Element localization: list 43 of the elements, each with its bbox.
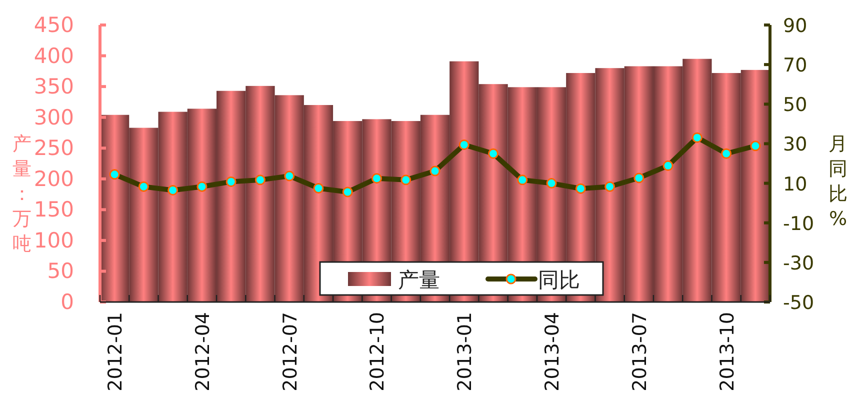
y-tick-label: 300: [34, 105, 74, 130]
x-tick-label: 2012-07: [279, 312, 302, 392]
bar: [274, 95, 304, 302]
y2-tick-label: -10: [783, 212, 814, 235]
y-tick-label: 350: [34, 74, 74, 99]
y-tick-label: 400: [34, 44, 74, 68]
bar: [682, 58, 712, 302]
x-tick-label: 2013-04: [542, 312, 564, 392]
y-tick-label: 200: [34, 166, 74, 191]
y2-tick-label: -50: [783, 292, 814, 314]
x-tick-label: 2012-10: [366, 312, 389, 392]
bar: [187, 108, 217, 302]
y-tick-label: 50: [47, 259, 74, 284]
y2-tick-label: 70: [783, 54, 808, 77]
bar: [246, 86, 275, 302]
bar: [712, 73, 741, 302]
x-tick-label: 2012-04: [192, 312, 214, 392]
x-tick-label: 2013-01: [454, 312, 476, 392]
bar: [216, 90, 246, 302]
x-tick-label: 2012-01: [104, 312, 127, 392]
y-tick-label: 150: [34, 198, 74, 222]
y-tick-label: 0: [60, 290, 74, 314]
bar: [740, 70, 770, 302]
bar: [100, 114, 130, 302]
legend-label: 同比: [538, 268, 580, 292]
x-tick-label: 2013-10: [716, 312, 738, 392]
y-tick-label: 250: [34, 136, 74, 160]
y-axis-title: 产量：万吨: [12, 133, 32, 255]
bar: [653, 66, 683, 302]
y-tick-label: 450: [34, 13, 74, 37]
bar: [624, 66, 654, 302]
y2-tick-label: 10: [783, 173, 808, 196]
bar: [595, 68, 624, 302]
bar: [158, 112, 188, 302]
y-tick-label: 100: [34, 228, 74, 252]
y2-tick-label: 50: [783, 94, 808, 116]
bar: [129, 128, 158, 302]
y2-tick-label: 90: [783, 15, 808, 37]
y2-tick-label: -30: [783, 252, 814, 274]
legend-label: 产量: [398, 268, 440, 292]
y2-axis-title: 月同比%: [828, 133, 848, 230]
x-tick-label: 2013-07: [628, 312, 651, 392]
y2-tick-label: 30: [783, 134, 808, 156]
